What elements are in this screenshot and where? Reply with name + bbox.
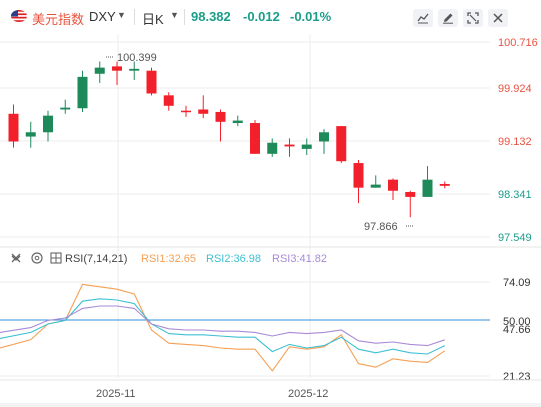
x-axis-label: 2025-12 [288, 388, 328, 400]
candle-down[interactable] [284, 144, 295, 147]
candle-down[interactable] [181, 110, 191, 113]
rsi1-line [0, 283, 446, 372]
rsi-header: RSI(7,14,21) RSI1:32.65 RSI2:36.98 RSI3:… [11, 252, 327, 265]
rsi-axis-label: 74.09 [503, 277, 531, 289]
rsi1-value: RSI1:32.65 [141, 253, 196, 265]
candle-up[interactable] [25, 132, 36, 137]
chart-header: 美元指数 DXY ▼ 日K ▼ 98.382 -0.012 -0.01% [0, 0, 541, 34]
rsi-axis-label: 21.23 [503, 371, 531, 383]
candle-up[interactable] [319, 132, 329, 142]
candle-up[interactable] [370, 184, 381, 188]
low-label: 97.866 [364, 221, 398, 233]
candle-down[interactable] [405, 191, 416, 197]
main-grid [0, 34, 490, 378]
period-selector[interactable]: 日K [142, 12, 164, 27]
candle-down[interactable] [146, 70, 157, 94]
draw-pencil-icon[interactable] [438, 9, 458, 27]
candle-down[interactable] [198, 109, 209, 114]
rsi-lines-group [0, 283, 446, 372]
line-chart-icon[interactable] [413, 9, 433, 27]
x-axis-label: 2025-11 [96, 388, 136, 400]
settings-gear-icon[interactable] [31, 252, 43, 264]
rsi2-value: RSI2:36.98 [206, 253, 261, 265]
candle-down[interactable] [336, 126, 347, 162]
candle-up[interactable] [301, 144, 312, 149]
candle-down[interactable] [439, 183, 450, 186]
close-icon[interactable] [488, 9, 508, 27]
y-axis-label: 99.132 [498, 136, 532, 148]
rsi-axis-label: 47.66 [503, 324, 531, 336]
us-flag-icon [11, 10, 27, 22]
candle-up[interactable] [267, 142, 278, 154]
candle-up[interactable] [77, 76, 88, 109]
candles-group [8, 61, 450, 218]
candle-down[interactable] [353, 163, 364, 188]
symbol-code[interactable]: DXY [89, 9, 116, 24]
y-axis-label: 100.716 [498, 37, 538, 49]
visibility-toggle-icon[interactable] [50, 252, 62, 264]
candle-down[interactable] [388, 179, 398, 191]
candle-up[interactable] [43, 115, 53, 133]
rsi3-value: RSI3:41.82 [272, 253, 327, 265]
symbol-name[interactable]: 美元指数 [32, 12, 85, 27]
fullscreen-icon[interactable] [463, 9, 483, 27]
candle-down[interactable] [8, 113, 19, 142]
header-divider [134, 9, 135, 25]
collapse-chevron-icon[interactable] [11, 253, 21, 263]
price-change: -0.012 [243, 9, 280, 24]
candle-down[interactable] [112, 66, 122, 71]
high-annotation: 100.399 [106, 52, 157, 64]
scrollbar-track[interactable] [0, 403, 541, 407]
candle-up[interactable] [422, 179, 433, 197]
low-annotation: 97.866 [364, 221, 414, 233]
candle-down[interactable] [215, 111, 226, 122]
candle-up[interactable] [129, 68, 140, 71]
price-change-percent: -0.01% [290, 9, 332, 24]
last-price: 98.382 [191, 9, 231, 24]
y-axis-label: 99.924 [498, 83, 532, 95]
rsi-indicator-label: RSI(7,14,21) [65, 253, 127, 265]
candle-up[interactable] [232, 120, 243, 124]
rsi-axis-label: 50.00 [503, 316, 531, 328]
candle-down[interactable] [163, 95, 174, 106]
rsi2-line [0, 298, 446, 355]
period-dropdown-icon[interactable]: ▼ [170, 10, 179, 20]
candle-up[interactable] [94, 67, 105, 74]
candle-down[interactable] [250, 123, 260, 154]
header-divider [184, 9, 185, 25]
rsi3-line [0, 305, 445, 347]
high-label: 100.399 [117, 52, 157, 64]
y-axis-label: 97.549 [498, 232, 532, 244]
candle-up[interactable] [60, 107, 71, 110]
symbol-dropdown-icon[interactable]: ▼ [117, 10, 126, 20]
y-axis-label: 98.341 [498, 189, 532, 201]
